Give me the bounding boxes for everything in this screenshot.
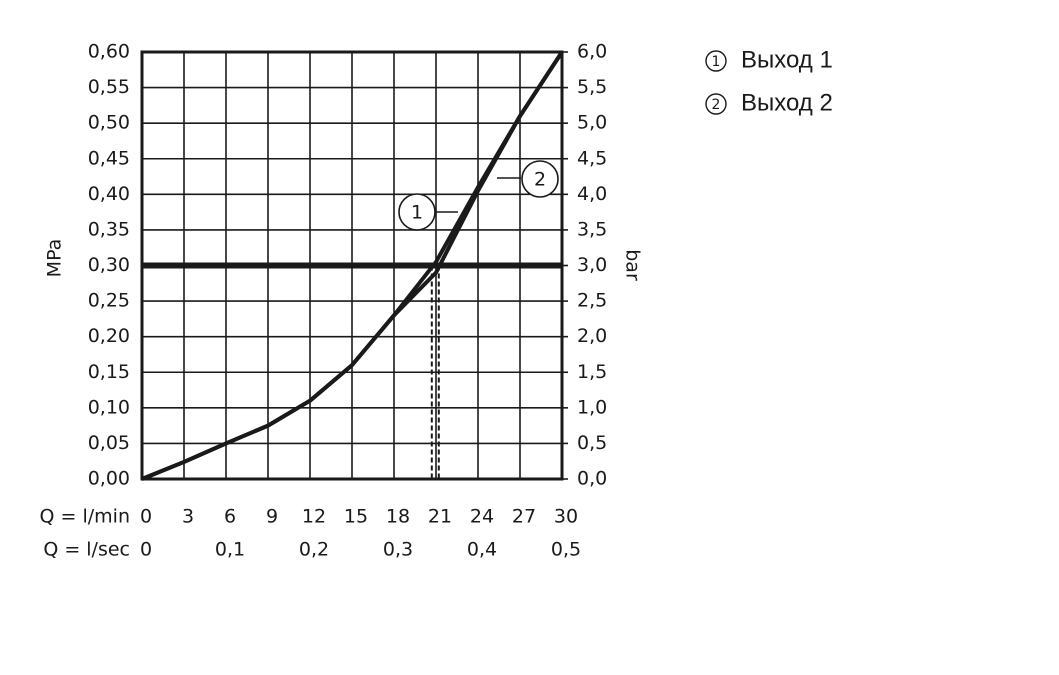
y-tick-label: 0,30: [88, 254, 130, 276]
y2-tick-label: 3,5: [577, 218, 607, 240]
x2-tick-label: 0,1: [215, 539, 245, 561]
x-tick-label: 21: [428, 506, 452, 528]
x2-tick-label: 0,2: [299, 539, 329, 561]
x-tick-label: 9: [266, 506, 278, 528]
legend-label: Выход 1: [741, 46, 833, 73]
x2-tick-label: 0,4: [467, 539, 497, 561]
y2-tick-label: 4,5: [577, 147, 607, 169]
y2-tick-label: 4,0: [577, 183, 607, 205]
x-tick-label: 3: [182, 506, 194, 528]
x-tick-label: 6: [224, 506, 236, 528]
y-tick-label: 0,60: [88, 41, 130, 63]
y-tick-label: 0,50: [88, 112, 130, 134]
y2-tick-label: 1,5: [577, 361, 607, 383]
y-axis-label: MPa: [44, 239, 66, 278]
series-line: [141, 50, 564, 481]
legend-label: Выход 2: [741, 89, 833, 116]
x2-tick-label: 0: [140, 539, 152, 561]
x-tick-label: 18: [386, 506, 410, 528]
x-tick-label: 24: [470, 506, 494, 528]
y2-tick-label: 1,0: [577, 396, 607, 418]
callout-label: 2: [534, 169, 546, 191]
callout-label: 1: [411, 202, 423, 224]
legend-circle: [705, 93, 727, 115]
y-tick-label: 0,35: [88, 218, 130, 240]
y2-tick-label: 5,0: [577, 112, 607, 134]
x2-axis-label: Q = l/sec: [43, 539, 130, 561]
y-tick-label: 0,25: [88, 290, 130, 312]
y-tick-label: 0,00: [88, 468, 130, 490]
y2-tick-label: 5,5: [577, 76, 607, 98]
x-axis-label: Q = l/min: [40, 506, 130, 528]
y-tick-label: 0,05: [88, 432, 130, 454]
y-tick-label: 0,15: [88, 361, 130, 383]
legend-number: 2: [712, 97, 721, 113]
callout-circle: [521, 160, 559, 198]
y-tick-label: 0,55: [88, 76, 130, 98]
x-tick-label: 30: [554, 506, 578, 528]
legend-number: 1: [712, 54, 721, 70]
y2-tick-label: 2,0: [577, 325, 607, 347]
legend-circle: [705, 50, 727, 72]
x2-tick-label: 0,5: [551, 539, 581, 561]
y-tick-label: 0,45: [88, 147, 130, 169]
x2-tick-label: 0,3: [383, 539, 413, 561]
y2-tick-label: 0,0: [577, 468, 607, 490]
y-tick-label: 0,10: [88, 396, 130, 418]
y2-tick-label: 2,5: [577, 290, 607, 312]
x-tick-label: 27: [512, 506, 536, 528]
y2-tick-label: 0,5: [577, 432, 607, 454]
y-tick-label: 0,40: [88, 183, 130, 205]
y2-tick-label: 6,0: [577, 41, 607, 63]
x-tick-label: 15: [344, 506, 368, 528]
y2-axis-label: bar: [622, 249, 644, 281]
y-tick-label: 0,20: [88, 325, 130, 347]
callout-circle: [398, 193, 436, 231]
x-tick-label: 0: [140, 506, 152, 528]
y2-tick-label: 3,0: [577, 254, 607, 276]
x-tick-label: 12: [302, 506, 326, 528]
